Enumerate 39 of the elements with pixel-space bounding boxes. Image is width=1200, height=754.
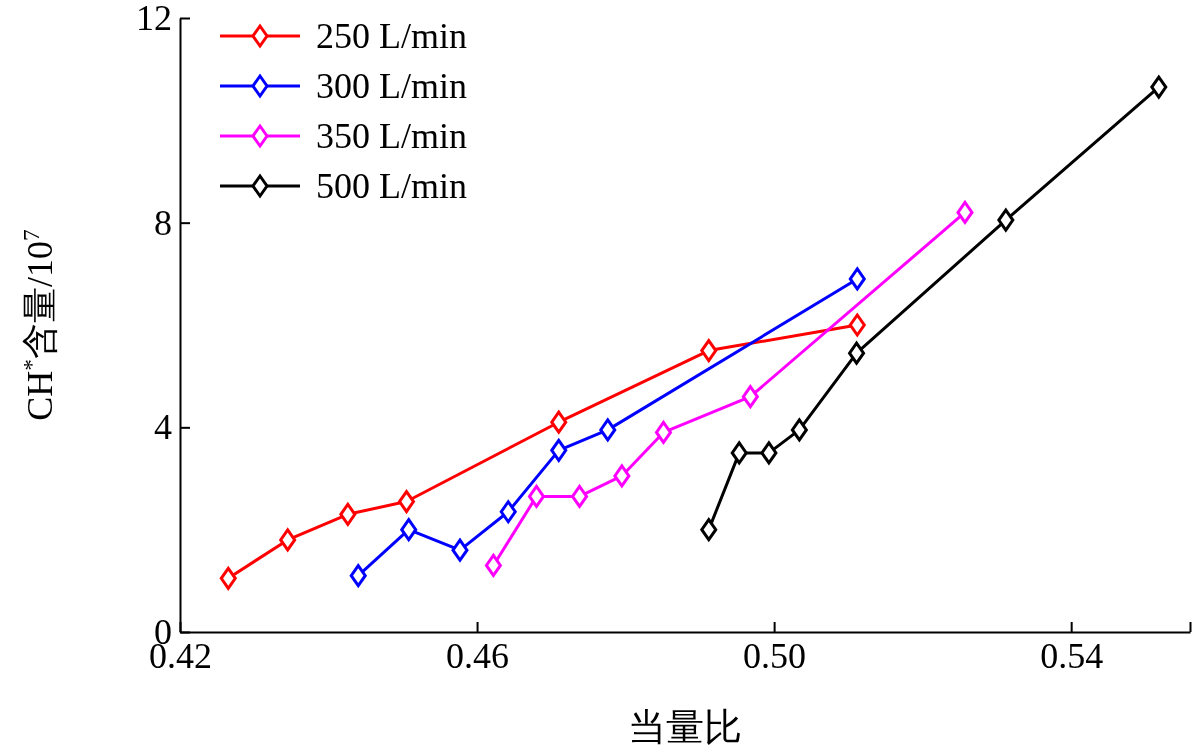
point [956, 200, 974, 224]
y-tick-label: 12 [136, 0, 172, 39]
y-tick-label: 8 [154, 202, 172, 243]
point [349, 564, 367, 588]
x-tick-label: 0.54 [1040, 635, 1104, 676]
point [451, 538, 469, 562]
x-tick-label: 0.46 [446, 635, 510, 676]
x-tick-label: 0.50 [743, 635, 807, 676]
point [654, 420, 672, 444]
point [484, 553, 502, 577]
legend-label: 300 L/min [316, 66, 467, 106]
point [1150, 75, 1168, 99]
point [398, 490, 416, 514]
legend-label: 500 L/min [316, 166, 467, 206]
point [279, 528, 297, 552]
point [219, 566, 237, 590]
point [760, 441, 778, 465]
point [550, 438, 568, 462]
point [550, 410, 568, 434]
point [599, 418, 617, 442]
legend-label: 250 L/min [316, 16, 467, 56]
point [790, 418, 808, 442]
legend-label: 350 L/min [316, 116, 467, 156]
y-tick-label: 4 [154, 407, 172, 448]
point [499, 500, 517, 524]
point [400, 518, 418, 542]
point [527, 484, 545, 508]
point [700, 339, 718, 363]
point [571, 484, 589, 508]
point [700, 518, 718, 542]
x-axis-title: 当量比 [628, 706, 742, 748]
point [997, 208, 1015, 232]
point [848, 313, 866, 337]
point [848, 267, 866, 291]
point [730, 441, 748, 465]
point [613, 464, 631, 488]
point [848, 341, 866, 365]
point [339, 502, 357, 526]
point [741, 385, 759, 409]
